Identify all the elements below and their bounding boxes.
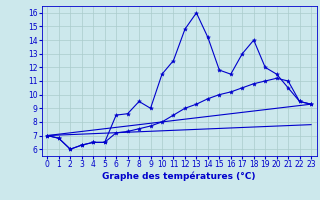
X-axis label: Graphe des températures (°C): Graphe des températures (°C) <box>102 172 256 181</box>
